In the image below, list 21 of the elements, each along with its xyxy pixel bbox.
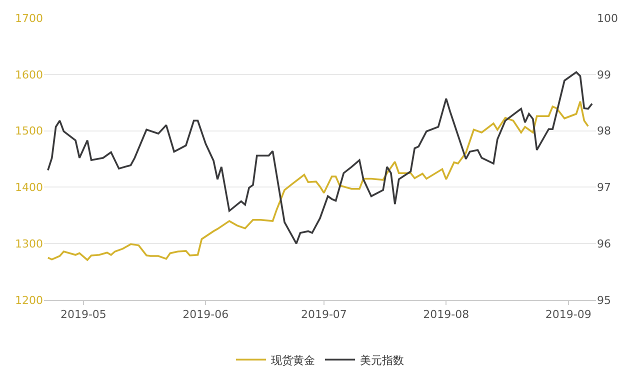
y-tick-label: 1300 [15,237,43,250]
y-tick-label: 1200 [15,294,43,307]
x-tick-label: 2019-06 [182,308,229,322]
y2-tick-label: 99 [597,68,611,82]
y2-tick-label: 95 [597,294,611,307]
y2-tick-label: 97 [597,181,611,194]
x-tick-label: 2019-09 [545,308,592,322]
x-tick-label: 2019-05 [60,308,106,322]
legend-label: 现货黄金 [271,354,315,367]
y-tick-label: 1500 [15,124,43,138]
y-tick-label: 1400 [15,181,43,194]
line-series [47,100,590,261]
y2-tick-label: 100 [597,12,618,25]
x-tick-label: 2019-08 [423,308,470,322]
y2-tick-label: 98 [597,124,611,138]
legend-label: 美元指数 [360,354,404,367]
y-tick-label: 1600 [15,68,43,82]
line-series [47,71,593,244]
x-tick-label: 2019-07 [300,308,347,322]
y2-tick-label: 96 [597,237,611,250]
y-tick-label: 1700 [15,12,43,25]
